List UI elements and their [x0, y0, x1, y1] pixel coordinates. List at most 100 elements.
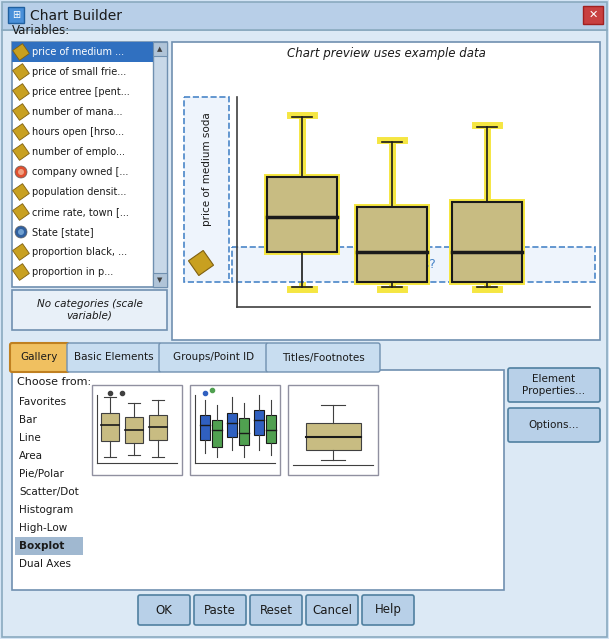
Text: number of mana...: number of mana...	[32, 107, 122, 117]
Text: High-Low: High-Low	[19, 523, 67, 533]
FancyBboxPatch shape	[362, 595, 414, 625]
FancyBboxPatch shape	[10, 343, 69, 372]
Text: Groups/Point ID: Groups/Point ID	[173, 353, 254, 362]
FancyBboxPatch shape	[508, 368, 600, 402]
Bar	[153, 42, 167, 56]
Text: Element
Properties...: Element Properties...	[523, 374, 586, 396]
Bar	[13, 84, 29, 100]
Bar	[227, 413, 237, 437]
Text: Cancel: Cancel	[312, 603, 352, 617]
Bar	[125, 417, 143, 443]
Bar	[354, 204, 430, 285]
Bar	[13, 264, 29, 281]
Text: Area: Area	[19, 451, 43, 461]
Bar	[583, 6, 603, 24]
Text: price entree [pent...: price entree [pent...	[32, 87, 130, 97]
Text: proportion in p...: proportion in p...	[32, 267, 113, 277]
FancyBboxPatch shape	[250, 595, 302, 625]
Text: Histogram: Histogram	[19, 505, 73, 515]
Bar	[13, 104, 29, 120]
Bar	[13, 243, 29, 260]
Text: Gallery: Gallery	[21, 353, 58, 362]
Text: number of emplo...: number of emplo...	[32, 147, 125, 157]
Text: Boxplot: Boxplot	[19, 541, 65, 551]
Bar	[12, 42, 167, 287]
Text: price of small frie...: price of small frie...	[32, 67, 126, 77]
Text: State [state]: State [state]	[32, 227, 94, 237]
Circle shape	[15, 226, 27, 238]
Text: Line: Line	[19, 433, 41, 443]
Bar	[149, 415, 167, 440]
Text: OK: OK	[155, 603, 172, 617]
Text: price of medium soda: price of medium soda	[202, 112, 211, 226]
Text: Scatter/Dot: Scatter/Dot	[19, 487, 79, 497]
FancyBboxPatch shape	[159, 343, 268, 372]
Text: ✕: ✕	[588, 10, 597, 20]
Text: Chart Builder: Chart Builder	[30, 9, 122, 23]
Bar	[212, 420, 222, 447]
Bar	[264, 174, 340, 255]
Text: Options...: Options...	[529, 420, 579, 430]
Bar	[449, 199, 525, 285]
Circle shape	[15, 166, 27, 178]
Text: Titles/Footnotes: Titles/Footnotes	[281, 353, 364, 362]
Text: ▼: ▼	[157, 277, 163, 283]
Bar	[190, 385, 280, 475]
Bar	[13, 64, 29, 81]
Bar	[15, 537, 83, 555]
Text: proportion black, ...: proportion black, ...	[32, 247, 127, 257]
Bar	[13, 144, 29, 160]
Text: company owned [...: company owned [...	[32, 167, 128, 177]
Text: Variables:: Variables:	[12, 24, 70, 37]
Text: X-Axis?: X-Axis?	[391, 258, 436, 271]
Text: Help: Help	[375, 603, 401, 617]
Bar	[172, 42, 600, 340]
Text: crime rate, town [...: crime rate, town [...	[32, 207, 129, 217]
Bar	[239, 418, 249, 445]
Text: Bar: Bar	[19, 415, 37, 425]
Bar	[232, 247, 595, 282]
Bar	[13, 43, 29, 60]
Text: Pie/Polar: Pie/Polar	[19, 469, 64, 479]
Bar	[153, 273, 167, 287]
Circle shape	[18, 169, 24, 175]
Bar	[357, 207, 427, 282]
FancyBboxPatch shape	[194, 595, 246, 625]
Text: Favorites: Favorites	[19, 397, 66, 407]
FancyBboxPatch shape	[138, 595, 190, 625]
Bar	[12, 370, 504, 590]
Bar	[267, 177, 337, 252]
Bar	[153, 42, 167, 287]
Text: Reset: Reset	[259, 603, 292, 617]
FancyBboxPatch shape	[67, 343, 161, 372]
Bar	[266, 415, 276, 443]
FancyBboxPatch shape	[508, 408, 600, 442]
Bar	[92, 385, 182, 475]
Bar	[188, 250, 214, 275]
Text: Basic Elements: Basic Elements	[74, 353, 154, 362]
Bar	[200, 415, 210, 440]
FancyBboxPatch shape	[306, 595, 358, 625]
Bar	[254, 410, 264, 435]
Text: No categories (scale
variable): No categories (scale variable)	[37, 299, 143, 321]
Text: hours open [hrso...: hours open [hrso...	[32, 127, 124, 137]
Bar	[184, 97, 229, 282]
Bar	[13, 183, 29, 201]
Text: Dual Axes: Dual Axes	[19, 559, 71, 569]
Bar	[288, 385, 378, 475]
Bar	[12, 290, 167, 330]
Text: price of medium ...: price of medium ...	[32, 47, 124, 57]
FancyBboxPatch shape	[266, 343, 380, 372]
Text: ⊞: ⊞	[12, 10, 20, 20]
Bar	[452, 202, 522, 282]
Bar	[101, 413, 119, 441]
Bar	[306, 423, 361, 450]
Text: ▲: ▲	[157, 46, 163, 52]
Text: Choose from:: Choose from:	[17, 377, 91, 387]
Text: Paste: Paste	[204, 603, 236, 617]
Bar	[2, 2, 607, 30]
Circle shape	[18, 229, 24, 235]
Bar	[13, 123, 29, 141]
Bar	[13, 204, 29, 220]
Text: population densit...: population densit...	[32, 187, 127, 197]
